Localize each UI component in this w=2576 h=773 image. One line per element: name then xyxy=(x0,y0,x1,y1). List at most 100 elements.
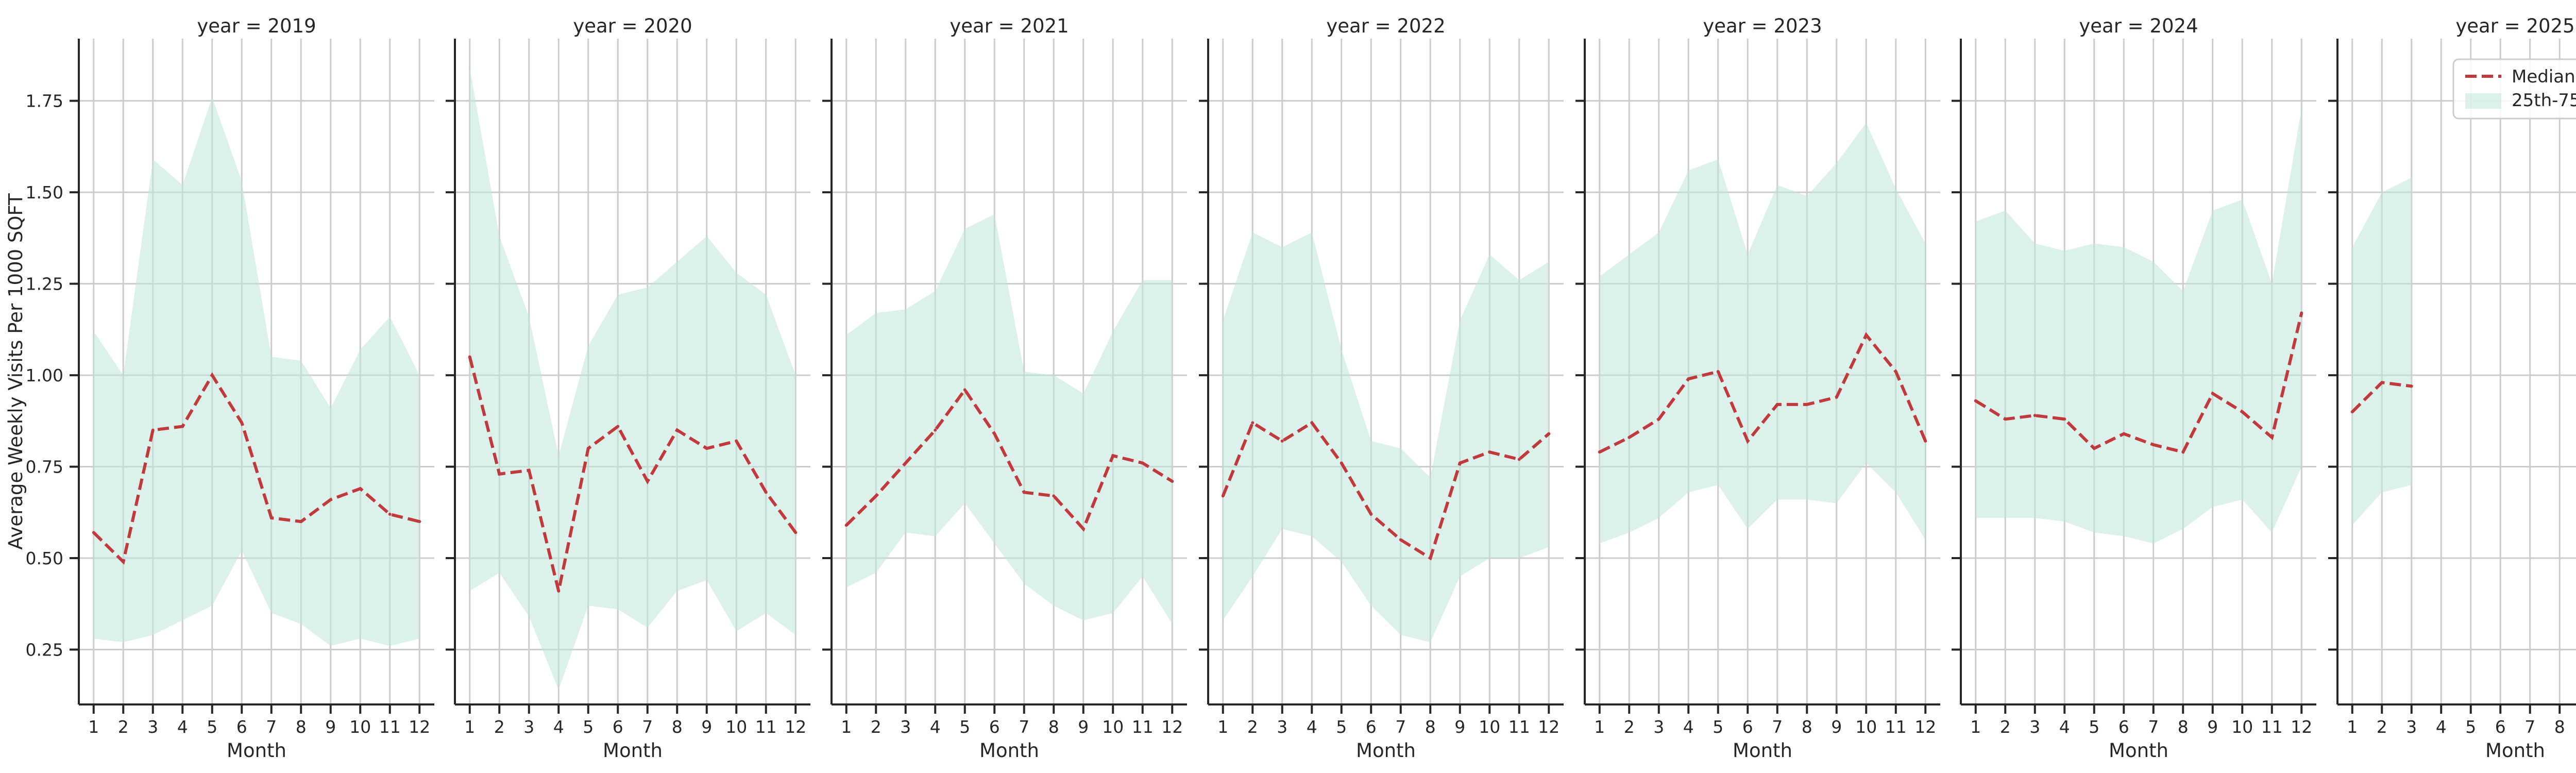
y-tick-label: 0.50 xyxy=(26,548,63,568)
x-tick-label: 5 xyxy=(207,717,217,737)
x-axis-label: Month xyxy=(2109,740,2168,762)
x-tick-label: 12 xyxy=(1161,717,1183,737)
x-tick-label: 3 xyxy=(523,717,534,737)
x-tick-label: 12 xyxy=(409,717,430,737)
x-tick-label: 5 xyxy=(2465,717,2476,737)
x-tick-label: 9 xyxy=(2207,717,2218,737)
x-tick-label: 4 xyxy=(930,717,941,737)
x-tick-label: 2 xyxy=(118,717,129,737)
median-point xyxy=(1429,557,1432,560)
x-tick-label: 11 xyxy=(1509,717,1530,737)
median-point xyxy=(1805,402,1809,406)
median-point xyxy=(2380,381,2384,384)
x-tick-label: 7 xyxy=(266,717,277,737)
median-point xyxy=(1399,538,1402,542)
median-line xyxy=(92,372,420,565)
x-tick-label: 8 xyxy=(672,717,683,737)
x-tick-label: 7 xyxy=(1019,717,1029,737)
median-point xyxy=(557,589,561,593)
median-point xyxy=(934,428,937,432)
median-line xyxy=(1222,420,1550,561)
panel-title: year = 2022 xyxy=(1326,15,1445,37)
x-tick-label: 2 xyxy=(871,717,882,737)
median-point xyxy=(1369,512,1373,516)
median-point xyxy=(874,494,878,498)
x-tick-label: 6 xyxy=(2119,717,2129,737)
x-axis-label: Month xyxy=(1733,740,1792,762)
median-point xyxy=(1081,527,1085,531)
percentile-band xyxy=(1599,123,1926,544)
median-point xyxy=(2092,447,2096,450)
median-point xyxy=(269,516,273,519)
median-point xyxy=(240,421,244,425)
x-tick-label: 2 xyxy=(2377,717,2387,737)
x-tick-label: 9 xyxy=(1078,717,1089,737)
x-tick-label: 12 xyxy=(1538,717,1560,737)
x-tick-label: 1 xyxy=(464,717,475,737)
x-tick-label: 1 xyxy=(2347,717,2358,737)
median-point xyxy=(151,428,155,432)
x-tick-label: 2 xyxy=(494,717,505,737)
x-tick-label: 9 xyxy=(325,717,336,737)
median-point xyxy=(1517,458,1521,461)
x-tick-label: 4 xyxy=(177,717,188,737)
x-tick-label: 10 xyxy=(1855,717,1877,737)
legend-band-swatch xyxy=(2465,93,2501,109)
x-tick-label: 6 xyxy=(989,717,1000,737)
x-tick-label: 10 xyxy=(1102,717,1124,737)
x-tick-label: 4 xyxy=(2059,717,2070,737)
median-point xyxy=(993,432,996,435)
median-point xyxy=(904,461,907,465)
x-tick-label: 3 xyxy=(1653,717,1664,737)
percentile-band xyxy=(93,97,420,646)
x-tick-label: 3 xyxy=(2029,717,2040,737)
x-tick-label: 5 xyxy=(1713,717,1723,737)
y-tick-label: 1.75 xyxy=(26,91,63,111)
x-tick-label: 2 xyxy=(1247,717,1258,737)
median-point xyxy=(1310,421,1314,425)
percentile-band xyxy=(1975,108,2302,544)
x-tick-label: 9 xyxy=(701,717,712,737)
x-tick-label: 10 xyxy=(1479,717,1500,737)
x-tick-label: 8 xyxy=(1425,717,1436,737)
x-tick-label: 11 xyxy=(1885,717,1907,737)
y-tick-label: 1.00 xyxy=(26,365,63,385)
x-tick-label: 12 xyxy=(1914,717,1936,737)
x-tick-label: 11 xyxy=(2261,717,2283,737)
median-point xyxy=(1221,494,1225,498)
y-tick-label: 0.25 xyxy=(26,640,63,660)
x-tick-label: 12 xyxy=(785,717,806,737)
x-axis-label: Month xyxy=(979,740,1039,762)
x-tick-label: 6 xyxy=(236,717,247,737)
panel-title: year = 2019 xyxy=(197,15,316,37)
x-tick-label: 9 xyxy=(1454,717,1465,737)
legend-band-label: 25th-75th Percentile xyxy=(2512,90,2576,111)
x-tick-label: 7 xyxy=(1772,717,1783,737)
x-tick-label: 10 xyxy=(725,717,747,737)
median-point xyxy=(2241,410,2244,414)
x-tick-label: 4 xyxy=(2436,717,2447,737)
x-tick-label: 3 xyxy=(147,717,158,737)
x-tick-label: 2 xyxy=(2000,717,2011,737)
x-tick-label: 6 xyxy=(2495,717,2506,737)
x-tick-label: 8 xyxy=(2554,717,2565,737)
x-tick-label: 11 xyxy=(1132,717,1154,737)
x-tick-label: 11 xyxy=(755,717,777,737)
x-tick-label: 10 xyxy=(349,717,371,737)
median-point xyxy=(1251,421,1255,425)
median-line xyxy=(1975,312,2303,454)
x-tick-label: 1 xyxy=(841,717,852,737)
median-point xyxy=(735,439,738,443)
x-tick-label: 6 xyxy=(1742,717,1753,737)
median-point xyxy=(1894,370,1897,373)
x-tick-label: 1 xyxy=(1217,717,1228,737)
median-point xyxy=(1716,370,1720,373)
median-point xyxy=(1835,395,1838,399)
median-point xyxy=(586,447,590,450)
median-point xyxy=(764,491,768,494)
x-tick-label: 12 xyxy=(2291,717,2312,737)
median-point xyxy=(1687,377,1690,381)
median-line xyxy=(845,387,1173,532)
